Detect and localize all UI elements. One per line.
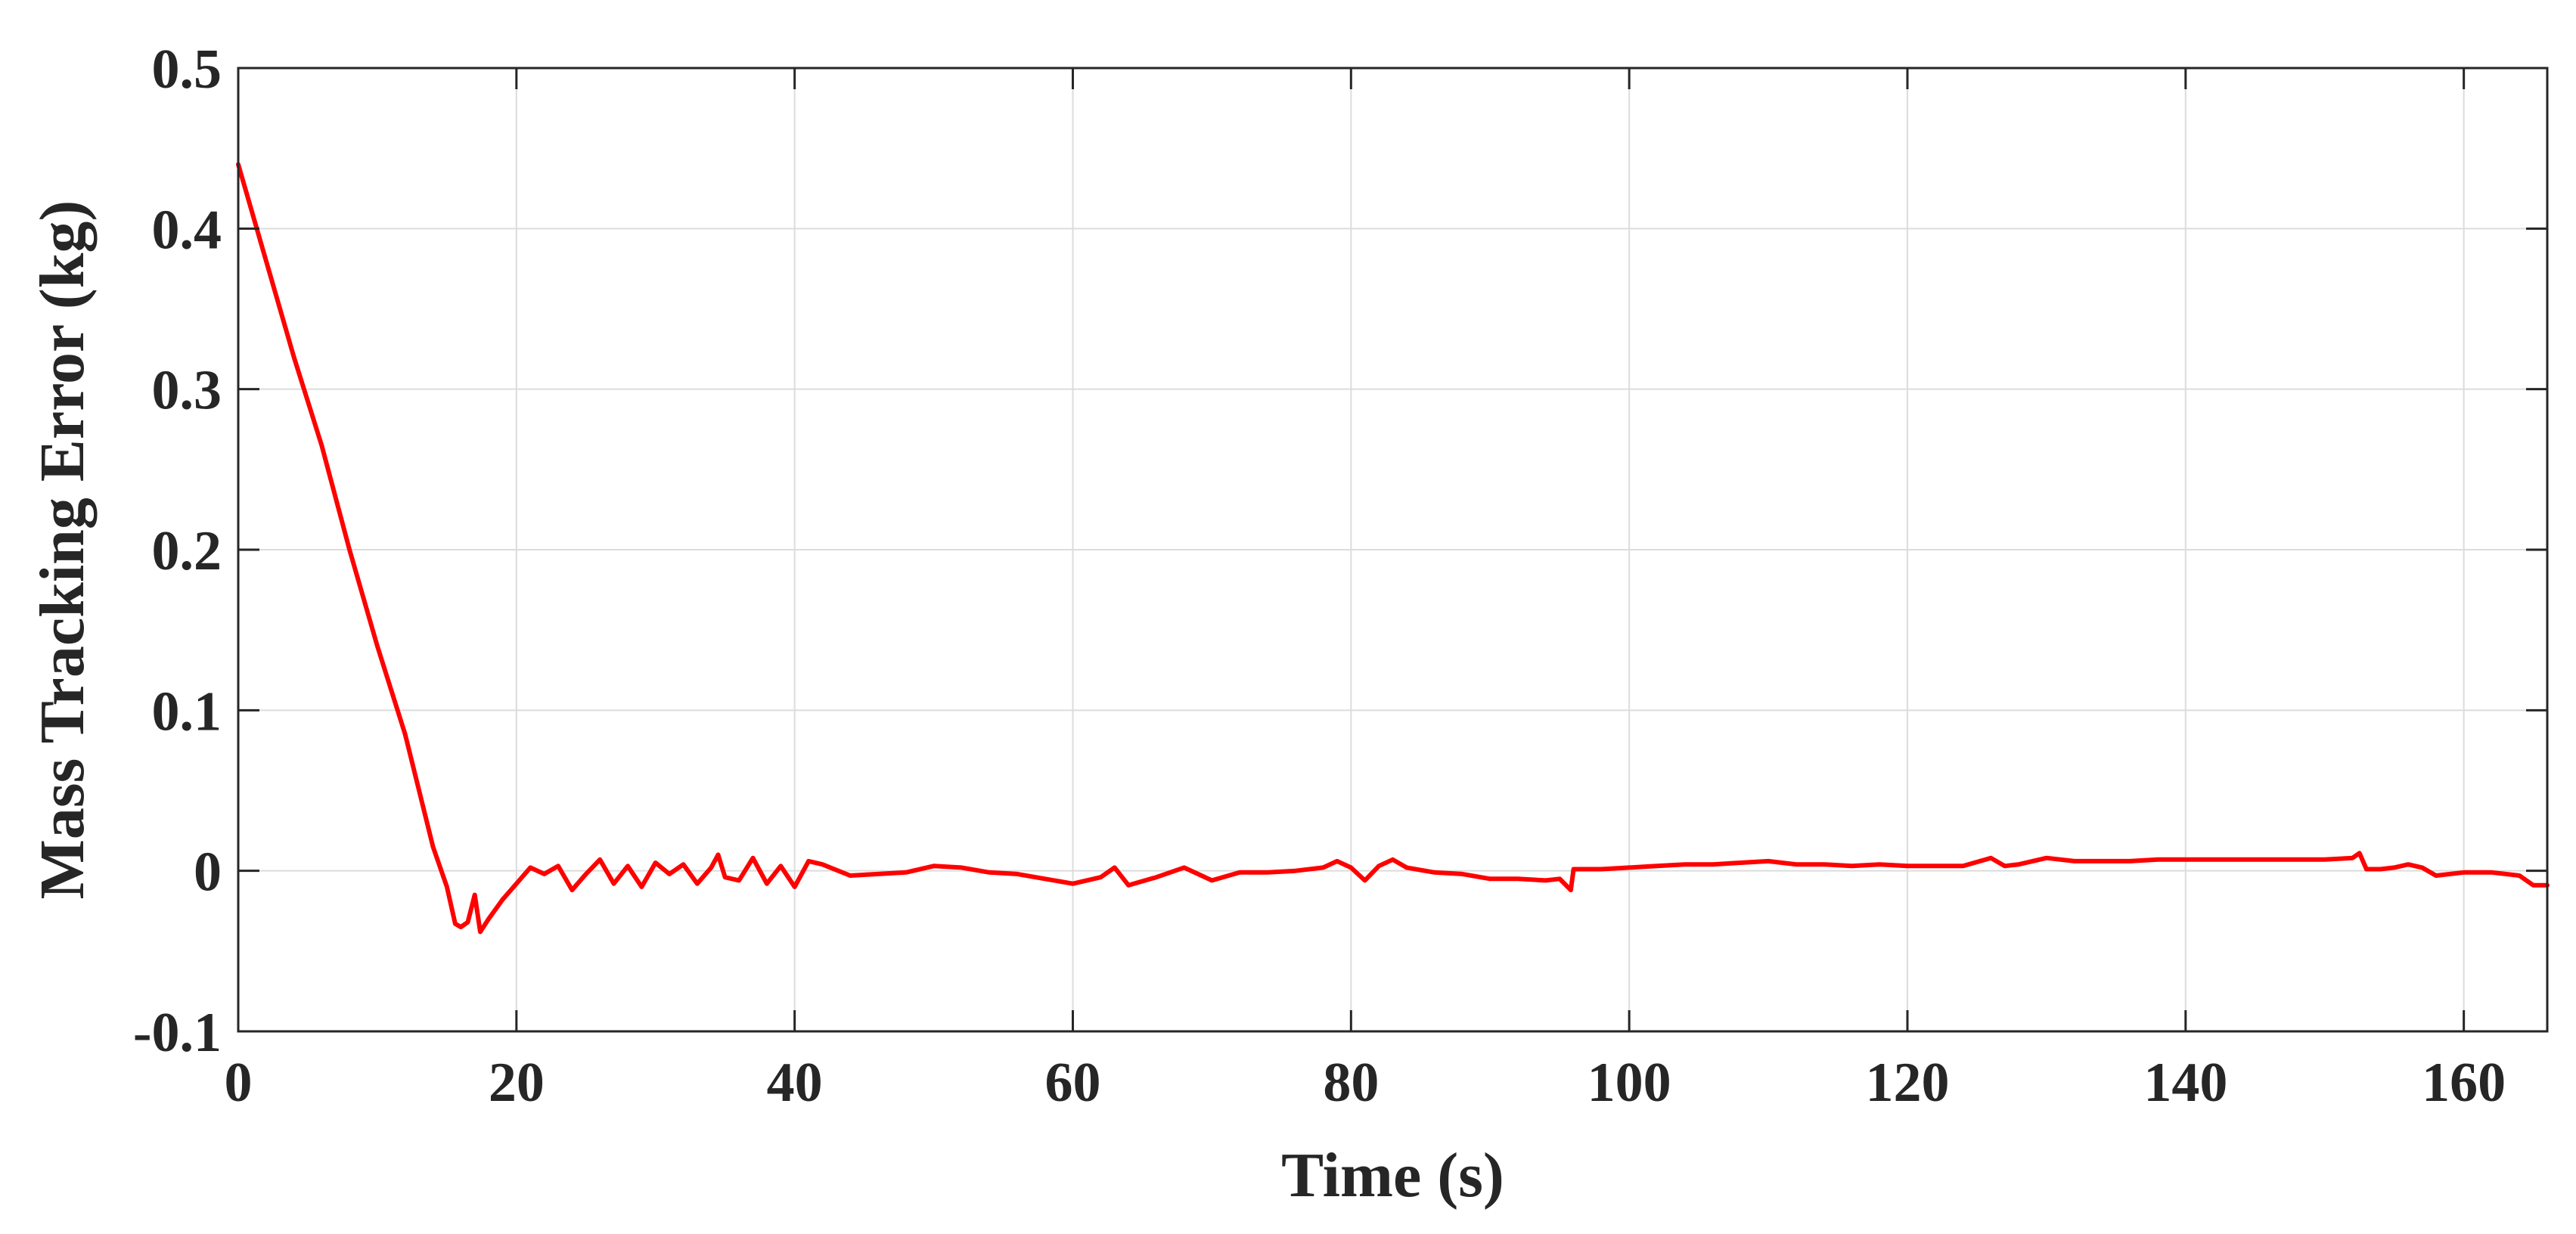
x-axis-title: Time (s) bbox=[1281, 1140, 1504, 1211]
y-tick-label: -0.1 bbox=[133, 1002, 222, 1064]
x-tick-label: 80 bbox=[1323, 1052, 1379, 1114]
x-tick-label: 120 bbox=[1865, 1052, 1949, 1114]
plot-frame bbox=[237, 67, 2549, 1033]
y-axis-title: Mass Tracking Error (kg) bbox=[27, 200, 98, 900]
y-tick-label: 0.4 bbox=[152, 199, 222, 261]
y-tick-label: 0.1 bbox=[152, 681, 222, 743]
x-tick-label: 40 bbox=[767, 1052, 823, 1114]
x-tick-label: 100 bbox=[1587, 1052, 1671, 1114]
x-tick-label: 160 bbox=[2422, 1052, 2506, 1114]
x-tick-label: 140 bbox=[2143, 1052, 2227, 1114]
x-tick-label: 0 bbox=[225, 1052, 253, 1114]
tick-labels: 0 20 40 60 80 100 120 140 160-0.100.10.20.30.40.… bbox=[133, 39, 2506, 1114]
data-series-layer bbox=[236, 162, 2550, 935]
y-tick-label: 0.5 bbox=[152, 39, 222, 101]
y-tick-label: 0.2 bbox=[152, 520, 222, 582]
y-tick-label: 0.3 bbox=[152, 360, 222, 422]
x-tick-label: 60 bbox=[1044, 1052, 1100, 1114]
series-line bbox=[236, 162, 2550, 935]
x-tick-label: 20 bbox=[489, 1052, 545, 1114]
y-tick-label: 0 bbox=[194, 842, 222, 904]
